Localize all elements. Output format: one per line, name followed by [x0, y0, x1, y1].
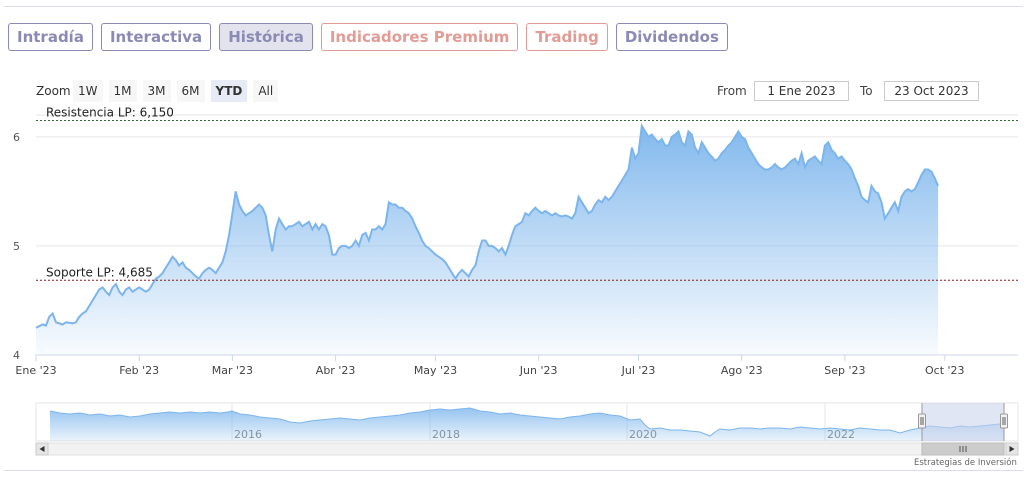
top-divider [4, 6, 1023, 7]
x-tick-label: Oct '23 [925, 364, 965, 377]
x-tick-label: Jul '23 [621, 364, 656, 377]
zoom-buttons: 1W 1M 3M 6M YTD All [73, 80, 284, 102]
navigator-line [49, 407, 1005, 437]
x-tick-label: Jun '23 [519, 364, 558, 377]
zoom-button-all[interactable]: All [253, 80, 279, 102]
x-tick-label: May '23 [414, 364, 457, 377]
y-tick-label: 5 [13, 240, 20, 253]
chart-credit[interactable]: Estrategias de Inversión [914, 458, 1017, 468]
range-from-input[interactable]: 1 Ene 2023 [754, 81, 849, 101]
x-tick-label: Ene '23 [15, 364, 56, 377]
chevron-right-icon [1009, 446, 1015, 452]
zoom-button-ytd[interactable]: YTD [210, 80, 248, 102]
resistance-label: Resistencia LP: 6,150 [46, 105, 174, 119]
navigator-handle-left[interactable] [918, 413, 926, 429]
tab-trading[interactable]: Trading [526, 23, 608, 51]
zoom-label: Zoom [36, 84, 71, 98]
chart-mode-tabs: Intradía Interactiva Histórica Indicadores … [8, 23, 736, 51]
x-tick-label: Mar '23 [212, 364, 253, 377]
navigator-area [50, 408, 1004, 441]
tab-interactiva[interactable]: Interactiva [100, 23, 212, 51]
tab-intradía[interactable]: Intradía [8, 23, 93, 51]
support-label: Soporte LP: 4,685 [46, 265, 153, 279]
tab-indicadores-premium[interactable]: Indicadores Premium [320, 23, 519, 51]
series-line[interactable] [35, 122, 940, 329]
chevron-left-icon [39, 446, 45, 452]
y-tick-label: 4 [13, 349, 20, 362]
range-from-label: From [717, 84, 747, 98]
navigator-selection[interactable] [922, 403, 1004, 441]
range-to-label: To [860, 84, 873, 98]
zoom-button-3m[interactable]: 3M [142, 80, 171, 102]
navigator-handle-right[interactable] [1000, 413, 1008, 429]
x-tick-label: Ago '23 [721, 364, 763, 377]
tab-dividendos[interactable]: Dividendos [615, 23, 728, 51]
series-area [36, 125, 939, 356]
bottom-divider [4, 470, 1023, 471]
range-to-input[interactable]: 23 Oct 2023 [884, 81, 979, 101]
x-tick-label: Feb '23 [119, 364, 159, 377]
x-tick-label: Abr '23 [316, 364, 356, 377]
zoom-button-1m[interactable]: 1M [108, 80, 137, 102]
zoom-button-6m[interactable]: 6M [176, 80, 205, 102]
scrollbar-track[interactable] [35, 442, 1019, 456]
x-tick-label: Sep '23 [824, 364, 865, 377]
tab-histórica[interactable]: Histórica [219, 23, 313, 51]
zoom-button-1w[interactable]: 1W [73, 80, 103, 102]
y-tick-label: 6 [13, 131, 20, 144]
